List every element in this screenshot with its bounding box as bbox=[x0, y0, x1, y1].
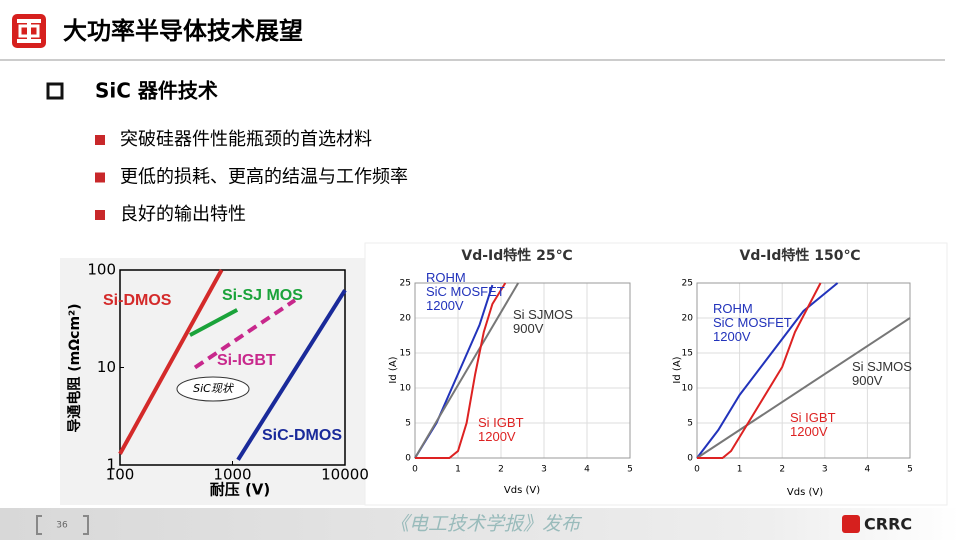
y-tick-label: 15 bbox=[682, 349, 693, 359]
y-tick-label: 10 bbox=[400, 384, 412, 394]
y-tick-label: 25 bbox=[400, 279, 411, 289]
y-tick-label: 10 bbox=[97, 358, 116, 376]
y-tick-label: 100 bbox=[87, 261, 116, 279]
x-axis-label: 耐压 (V) bbox=[210, 481, 271, 499]
series-label: Si IGBT 1200V bbox=[478, 415, 524, 444]
chart-bg bbox=[364, 242, 948, 506]
bullet-marker bbox=[95, 135, 105, 145]
brand-icon bbox=[842, 515, 860, 533]
bullet-text: 良好的输出特性 bbox=[120, 204, 246, 225]
series-label: Si-DMOS bbox=[103, 292, 172, 309]
plot-frame bbox=[119, 269, 346, 466]
y-axis-label: Id (A) bbox=[672, 356, 683, 383]
y-tick-label: 5 bbox=[405, 419, 411, 429]
x-tick-label: 0 bbox=[412, 465, 418, 475]
x-tick-label: 4 bbox=[584, 465, 590, 475]
series-line bbox=[696, 317, 911, 459]
x-tick-label: 2 bbox=[498, 465, 504, 475]
plot-frame bbox=[414, 282, 631, 459]
series-line bbox=[696, 282, 839, 459]
x-tick-label: 0 bbox=[694, 465, 700, 475]
x-tick-label: 2 bbox=[779, 465, 785, 475]
series-label: ROHM SiC MOSFET 1200V bbox=[426, 270, 505, 313]
series-line bbox=[118, 269, 224, 455]
annotation: SiC现状 bbox=[193, 382, 234, 395]
series-label: Si-SJ MOS bbox=[222, 287, 303, 304]
series-line bbox=[697, 282, 822, 459]
y-tick-label: 20 bbox=[400, 314, 412, 324]
bullet-icon bbox=[46, 82, 64, 100]
x-tick-label: 5 bbox=[627, 465, 633, 475]
series-label: Si IGBT 1200V bbox=[790, 410, 836, 439]
y-tick-label: 10 bbox=[682, 384, 694, 394]
section-title: SiC 器件技术 bbox=[95, 79, 218, 103]
x-tick-label: 4 bbox=[865, 465, 871, 475]
series-label: ROHM SiC MOSFET 1200V bbox=[713, 301, 792, 344]
x-tick-label: 3 bbox=[822, 465, 828, 475]
x-tick-label: 10000 bbox=[321, 466, 369, 484]
series-line bbox=[414, 282, 520, 459]
x-tick-label: 1000 bbox=[213, 466, 251, 484]
footer-bar bbox=[0, 508, 960, 540]
bullet-text: 更低的损耗、更高的结温与工作频率 bbox=[120, 167, 408, 188]
x-tick-label: 1 bbox=[455, 465, 461, 475]
series-line bbox=[193, 298, 297, 370]
plot-frame bbox=[696, 282, 911, 459]
logo bbox=[12, 14, 46, 48]
series-label: Si-IGBT bbox=[217, 352, 276, 369]
x-axis-label: Vds (V) bbox=[787, 487, 823, 498]
x-axis-label: Vds (V) bbox=[504, 485, 540, 496]
series-label: SiC-DMOS bbox=[262, 427, 342, 444]
annotation-ellipse bbox=[176, 376, 250, 402]
y-tick-label: 25 bbox=[682, 279, 693, 289]
y-tick-label: 15 bbox=[400, 349, 411, 359]
y-axis-label: 导通电阻 (mΩcm²) bbox=[66, 303, 83, 432]
x-tick-label: 5 bbox=[907, 465, 913, 475]
series-label: Si SJMOS 900V bbox=[513, 307, 573, 336]
bullet-marker bbox=[95, 210, 105, 220]
watermark: 《电工技术学报》发布 bbox=[390, 513, 583, 535]
bullet-marker bbox=[95, 172, 105, 183]
x-tick-label: 3 bbox=[541, 465, 547, 475]
y-axis-label: Id (A) bbox=[388, 356, 399, 383]
y-tick-label: 5 bbox=[687, 419, 693, 429]
brand: CRRC bbox=[864, 515, 912, 534]
title: 大功率半导体技术展望 bbox=[63, 17, 303, 45]
page-brackets bbox=[36, 515, 89, 535]
series-label: Si SJMOS 900V bbox=[852, 359, 912, 388]
y-tick-label: 0 bbox=[687, 454, 693, 464]
y-tick-label: 0 bbox=[405, 454, 411, 464]
series-line bbox=[236, 289, 347, 461]
bullet-text: 突破硅器件性能瓶颈的首选材料 bbox=[120, 129, 372, 150]
chart-title: Vd-Id特性 150℃ bbox=[740, 247, 861, 264]
series-line bbox=[415, 282, 507, 459]
x-tick-label: 100 bbox=[106, 466, 135, 484]
y-tick-label: 1 bbox=[106, 456, 116, 474]
page-number: 36 bbox=[56, 521, 68, 531]
y-tick-label: 20 bbox=[682, 314, 694, 324]
x-tick-label: 1 bbox=[737, 465, 743, 475]
chart-title: Vd-Id特性 25℃ bbox=[461, 247, 572, 264]
series-line bbox=[189, 308, 239, 337]
